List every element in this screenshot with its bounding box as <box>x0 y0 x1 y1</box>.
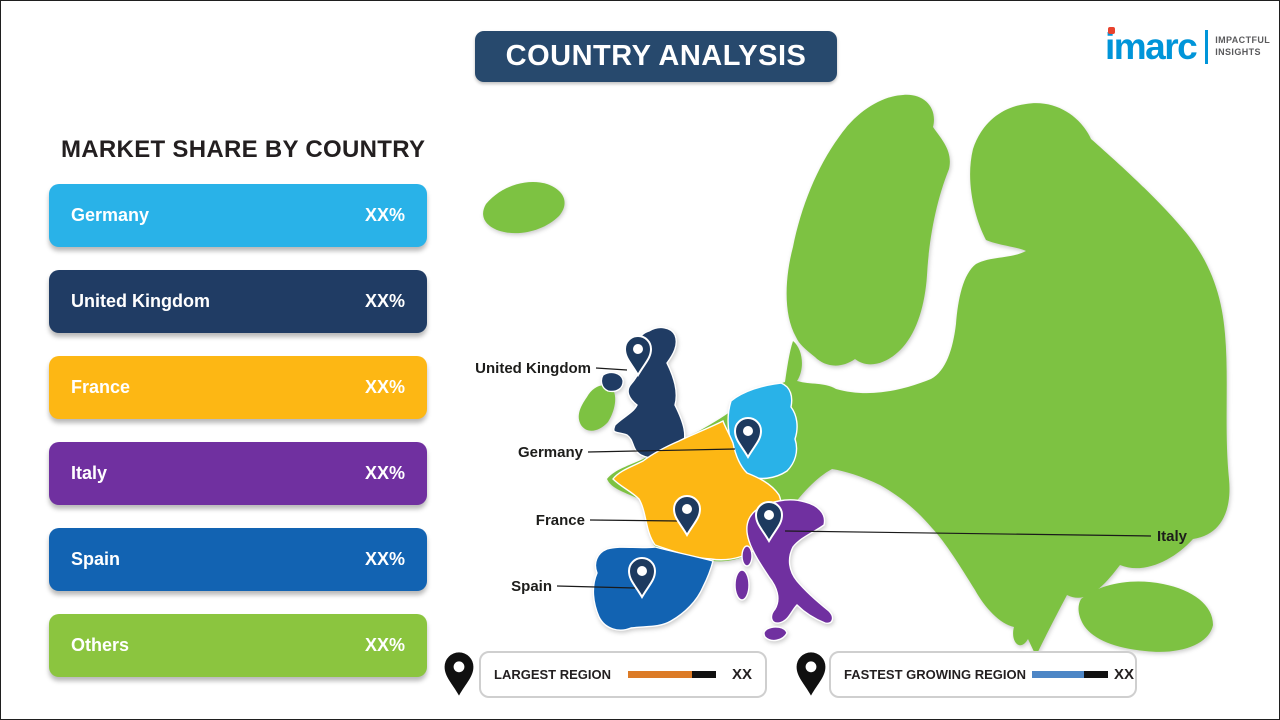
share-bar-value: XX% <box>364 291 405 311</box>
map-label-united-kingdom: United Kingdom <box>475 360 591 377</box>
title-banner: COUNTRY ANALYSIS <box>475 31 837 82</box>
brand-dot-icon <box>1108 27 1115 34</box>
leader-line-spain <box>556 585 636 589</box>
leader-line-france <box>589 519 680 522</box>
map-region-corsica <box>741 545 753 567</box>
fastest-growing-region-value: XX <box>1114 666 1135 683</box>
share-bar-value: XX% <box>364 377 405 397</box>
share-bar-others: Others XX% <box>49 614 427 677</box>
share-bar-italy: Italy XX% <box>49 442 427 505</box>
largest-region-value: XX <box>731 666 752 683</box>
map-region-sardinia <box>734 569 750 601</box>
largest-region-pin-icon <box>444 652 474 696</box>
fastest-growing-region-bar <box>1032 671 1109 678</box>
page-title: COUNTRY ANALYSIS <box>505 40 807 72</box>
map-region-scandinavia <box>786 94 950 366</box>
share-bar-value: XX% <box>364 463 405 483</box>
largest-region-bar <box>627 671 716 678</box>
share-bar-label: Germany <box>71 205 150 225</box>
largest-region-label: LARGEST REGION <box>494 667 612 682</box>
share-bar-united-kingdom: United Kingdom XX% <box>49 270 427 333</box>
leader-line-italy <box>784 530 1152 537</box>
fastest-growing-region-legend: FASTEST GROWING REGION XX <box>829 651 1137 698</box>
europe-map: United Kingdom Germany France Spain Ital… <box>441 79 1241 671</box>
logo-tagline: IMPACTFUL INSIGHTS <box>1215 34 1271 58</box>
largest-region-bar-color <box>627 671 692 678</box>
map-label-germany: Germany <box>518 444 584 461</box>
map-pin-italy-icon <box>754 501 784 543</box>
leader-line-united-kingdom <box>595 367 628 371</box>
map-region-spain <box>592 546 714 631</box>
logo-tagline-line1: IMPACTFUL <box>1215 34 1271 45</box>
map-label-france: France <box>536 512 585 529</box>
share-bar-label: France <box>71 377 131 397</box>
map-pin-spain-icon <box>627 557 657 599</box>
share-bar-germany: Germany XX% <box>49 184 427 247</box>
market-share-heading: MARKET SHARE BY COUNTRY <box>61 136 426 163</box>
map-pin-germany-icon <box>733 417 763 459</box>
map-pin-france-icon <box>672 495 702 537</box>
share-bar-label: Spain <box>71 549 121 569</box>
map-region-anatolia <box>1078 581 1213 652</box>
largest-region-legend: LARGEST REGION XX <box>479 651 767 698</box>
largest-region-bar-black <box>691 671 716 678</box>
logo-divider <box>1205 29 1209 64</box>
market-share-list: Germany XX% United Kingdom XX% France XX… <box>49 184 427 700</box>
map-label-spain: Spain <box>511 578 552 595</box>
map-region-ireland <box>578 385 616 431</box>
share-bar-label: Italy <box>71 463 108 483</box>
europe-map-svg: United Kingdom Germany France Spain Ital… <box>475 94 1230 657</box>
map-label-italy: Italy <box>1157 528 1188 545</box>
share-bar-spain: Spain XX% <box>49 528 427 591</box>
share-bar-label: Others <box>71 635 130 655</box>
fastest-growing-region-pin-icon <box>796 652 826 696</box>
share-bar-france: France XX% <box>49 356 427 419</box>
share-bar-value: XX% <box>364 635 405 655</box>
share-bar-label: United Kingdom <box>71 291 210 311</box>
logo-tagline-line2: INSIGHTS <box>1215 46 1261 57</box>
share-bar-value: XX% <box>364 205 405 225</box>
leader-line-germany <box>587 448 736 453</box>
fastest-growing-region-label: FASTEST GROWING REGION <box>844 667 1027 682</box>
brand-wordmark: imarc <box>1105 26 1198 67</box>
share-bar-value: XX% <box>364 549 405 569</box>
map-region-iceland <box>483 182 565 234</box>
map-region-northern-ireland <box>600 371 624 393</box>
map-pin-united-kingdom-icon <box>623 335 653 377</box>
fastest-growing-region-bar-black <box>1084 671 1109 678</box>
map-region-sicily <box>763 626 788 642</box>
imarc-logo: imarc IMPACTFUL INSIGHTS <box>1105 26 1271 67</box>
fastest-growing-region-bar-color <box>1032 671 1085 678</box>
